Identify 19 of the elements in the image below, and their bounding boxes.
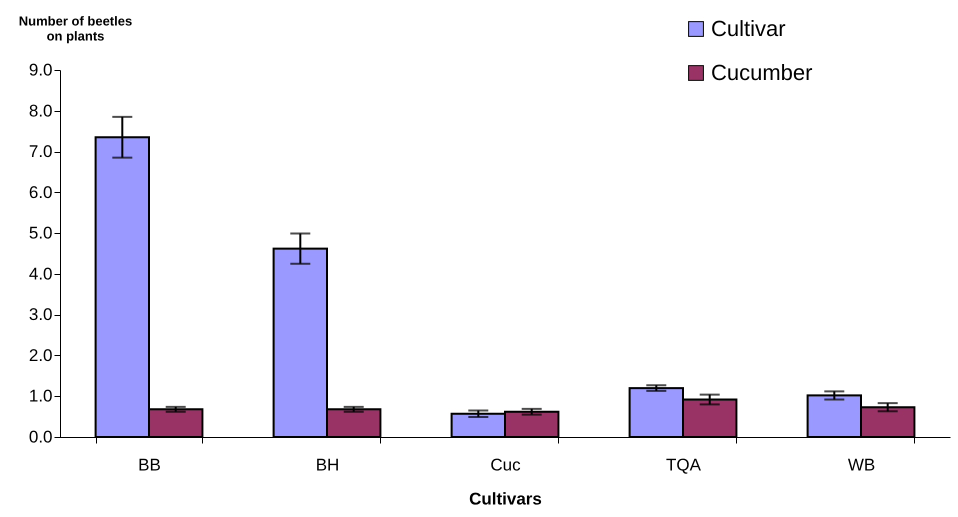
y-tick-label: 0.0: [28, 428, 52, 446]
x-tick-label: BH: [316, 456, 340, 474]
y-tick-label: 7.0: [28, 142, 52, 162]
x-tick-label: TQA: [666, 456, 702, 474]
y-tick-label: 5.0: [28, 224, 52, 243]
x-tick-label: Cuc: [490, 456, 522, 474]
y-tick-label: 9.0: [28, 60, 52, 80]
y-tick-label: 4.0: [28, 264, 52, 284]
x-tick-label: WB: [848, 456, 876, 474]
legend-label: Cucumber: [711, 60, 812, 85]
y-tick-label: 6.0: [28, 182, 52, 202]
legend-label: Cultivar: [711, 16, 786, 41]
y-tick-label: 8.0: [28, 101, 52, 120]
x-tick-label: BB: [138, 456, 161, 474]
y-tick-label: 1.0: [28, 386, 52, 406]
y-axis-title: Number of beetles on plants: [18, 14, 132, 44]
y-tick-label: 3.0: [28, 305, 52, 324]
x-axis-title: Cultivars: [469, 490, 542, 508]
y-tick-label: 2.0: [28, 346, 52, 365]
